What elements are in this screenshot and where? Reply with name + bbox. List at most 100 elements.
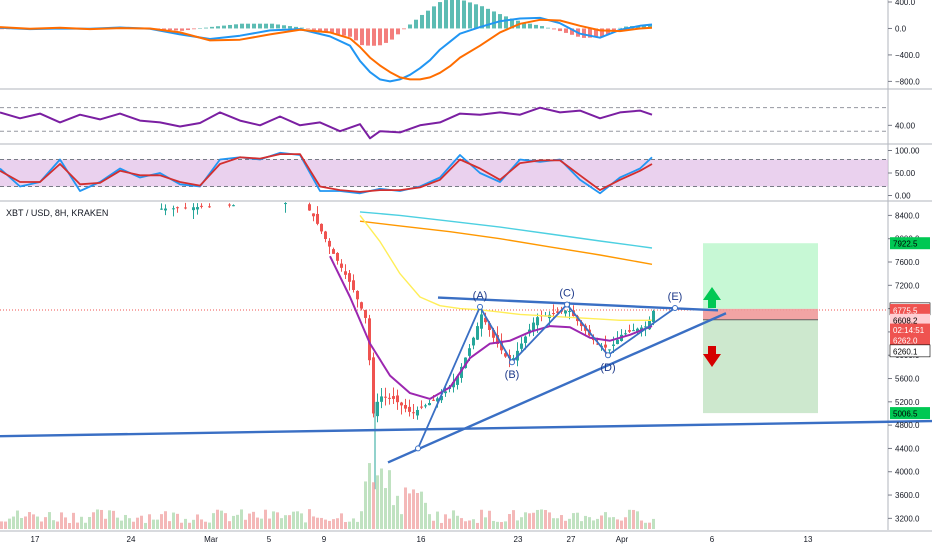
time-tick-label: 17 <box>31 535 40 544</box>
volume-bar <box>548 512 551 529</box>
axis-tick-label: 5600.0 <box>895 375 920 384</box>
price-label-box <box>890 333 930 346</box>
volume-bar <box>380 468 383 529</box>
wave-point <box>605 352 611 359</box>
axis-tick-label: 0.0 <box>895 24 907 33</box>
macd-histogram-bar <box>450 0 454 29</box>
wave-label: (E) <box>668 291 683 303</box>
volume-bar <box>316 517 319 529</box>
time-axis[interactable]: 17 24 Mar 5 9 16 23 27 Apr 6 13 <box>31 535 813 544</box>
candle-body <box>552 313 555 315</box>
macd-histogram-bar <box>462 0 466 29</box>
candle-body <box>312 213 315 217</box>
volume-bar <box>156 519 159 529</box>
candle-body <box>284 203 287 205</box>
candle-body <box>652 310 655 323</box>
wave-label: (C) <box>559 288 574 300</box>
price-axis[interactable]: 400.0 0.0 −400.0 −800.0 40.00 100.00 50.00 0.00… <box>888 0 931 523</box>
volume-bar <box>540 509 543 529</box>
volume-bar <box>628 509 631 529</box>
volume-bar <box>644 522 647 529</box>
macd-histogram-bar <box>432 6 436 29</box>
volume-bar <box>48 512 51 529</box>
volume-bar <box>172 512 175 529</box>
candle-body <box>624 333 627 335</box>
symbol-legend[interactable]: XBT / USD, 8H, KRAKEN <box>6 208 108 218</box>
volume-bar <box>588 517 591 529</box>
volume-bar <box>436 511 439 529</box>
candle-body <box>324 231 327 239</box>
candle-body <box>376 401 379 417</box>
candle-body <box>400 402 403 406</box>
candle-body <box>352 280 355 290</box>
macd-histogram-bar <box>486 8 490 29</box>
axis-tick-label: 7200.0 <box>895 281 920 290</box>
volume-bar <box>276 512 279 529</box>
candle-body <box>436 398 439 402</box>
arrow-down-icon <box>703 346 721 367</box>
volume-bar <box>440 522 443 529</box>
axis-tick-label: −400.0 <box>895 51 920 60</box>
volume-bar <box>252 511 255 529</box>
macd-histogram-bar <box>354 28 358 41</box>
macd-histogram-bar <box>324 28 328 33</box>
candle-body <box>196 207 199 210</box>
ema-long-cyan <box>359 211 653 249</box>
volume-bar <box>92 512 95 529</box>
macd-histogram-bar <box>612 28 616 31</box>
wave-point <box>509 359 515 366</box>
volume-bar <box>284 515 287 529</box>
macd-histogram-bar <box>318 28 322 31</box>
candle-body <box>308 204 311 211</box>
candle-body <box>488 323 491 330</box>
volume-bar <box>224 513 227 529</box>
macd-histogram-bar <box>402 28 406 30</box>
candle-body <box>452 382 455 388</box>
macd-histogram-bar <box>582 28 586 38</box>
price-label-box <box>889 344 931 358</box>
volume-bar <box>476 522 479 529</box>
axis-tick-label: 40.00 <box>895 121 916 130</box>
macd-histogram-bar <box>294 26 298 29</box>
volume-bar <box>432 520 435 529</box>
volume-bar <box>404 487 407 529</box>
volume-bar <box>456 515 459 529</box>
macd-histogram-bar <box>510 18 514 29</box>
position-tool[interactable] <box>703 243 818 414</box>
volume-bar <box>32 514 35 529</box>
time-tick-label: Apr <box>616 535 629 544</box>
volume-bar <box>168 521 171 529</box>
drawings[interactable]: (A) (B) (C) (D) (E) <box>0 288 932 464</box>
candle-body <box>368 318 371 361</box>
macd-histogram-bar <box>300 27 304 29</box>
volume-bar <box>8 518 11 529</box>
axis-tick-label: 400.0 <box>895 0 916 7</box>
volume-bar <box>148 514 151 529</box>
volume-bar <box>524 512 527 529</box>
volume-bar <box>20 517 23 529</box>
volume-bars <box>0 463 655 529</box>
candle-body <box>536 317 539 326</box>
time-tick-label: Mar <box>204 535 218 544</box>
wave-point <box>415 445 421 452</box>
macd-histogram-bar <box>258 23 262 29</box>
volume-bar <box>580 521 583 529</box>
volume-bar <box>532 512 535 529</box>
axis-tick-label: 100.00 <box>895 147 920 156</box>
time-tick-label: 6 <box>710 535 715 544</box>
candle-body <box>468 348 471 356</box>
price-label-box <box>890 313 930 326</box>
candle-body <box>176 207 179 209</box>
volume-bar <box>368 463 371 529</box>
macd-histogram-bar <box>390 28 394 40</box>
macd-histogram-bar <box>492 11 496 29</box>
candle-body <box>596 343 599 345</box>
volume-bar <box>108 510 111 529</box>
macd-histogram-bar <box>360 28 364 46</box>
volume-bar <box>300 513 303 529</box>
candle-body <box>476 326 479 340</box>
macd-histogram-bar <box>348 28 352 37</box>
volume-bar <box>616 519 619 529</box>
